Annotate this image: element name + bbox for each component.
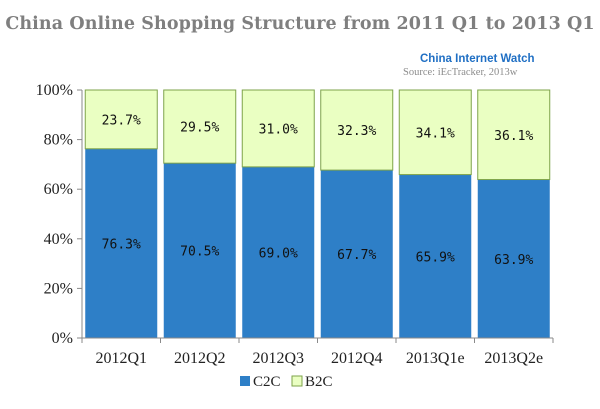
bar-c2c-2013q1e <box>399 174 472 338</box>
legend-swatch-b2c <box>291 375 303 387</box>
data-label-b2c-2013q1e: 34.1% <box>416 126 455 141</box>
bar-b2c-2012q4 <box>320 89 394 171</box>
legend-swatch-c2c <box>240 376 250 386</box>
bar-b2c-2012q1 <box>84 89 158 150</box>
x-tick-label: 2013Q2e <box>484 350 543 367</box>
y-tick-label: 60% <box>44 181 73 198</box>
source-note: Source: iEcTracker, 2013w <box>403 67 518 78</box>
axes-layer: 0% 20% 40% 60% 80% 100% 2012Q1 2012Q2 2012Q3 2012… <box>36 82 554 367</box>
data-label-c2c-2012q3: 69.0% <box>259 246 298 261</box>
x-tick-label: 2013Q1e <box>406 350 465 367</box>
bar-c2c-2012q2 <box>163 163 236 338</box>
data-label-c2c-2013q2e: 63.9% <box>494 253 533 268</box>
legend-label-b2c: B2C <box>305 374 333 390</box>
data-label-c2c-2012q2: 70.5% <box>180 245 219 260</box>
bar-b2c-2012q2 <box>163 89 237 164</box>
bar-c2c-2012q1 <box>85 148 158 338</box>
data-label-b2c-2012q3: 31.0% <box>259 122 298 137</box>
bar-b2c-2012q3 <box>241 89 315 168</box>
bar-b2c-2013q2e <box>477 89 551 181</box>
bar-c2c-2012q4 <box>320 170 393 338</box>
legend: C2C B2C <box>240 374 333 390</box>
data-label-b2c-2012q2: 29.5% <box>180 121 219 136</box>
data-label-b2c-2012q1: 23.7% <box>102 113 141 128</box>
chart-title: China Online Shopping Structure from 201… <box>5 14 595 34</box>
bars-layer: 76.3% 23.7% 70.5% 29.5% 69.0% 31.0% 67.7% 32.3%… <box>84 89 551 338</box>
data-label-c2c-2013q1e: 65.9% <box>416 250 455 265</box>
y-tick-label: 40% <box>44 231 73 248</box>
watermark-brand: China Internet Watch <box>420 53 535 65</box>
y-tick-label: 80% <box>44 132 73 149</box>
x-tick-label: 2012Q2 <box>174 350 226 367</box>
x-tick-label: 2012Q3 <box>252 350 304 367</box>
data-label-c2c-2012q4: 67.7% <box>337 248 376 263</box>
y-tick-label: 20% <box>44 280 73 297</box>
x-tick-label: 2012Q4 <box>331 350 383 367</box>
data-label-b2c-2013q2e: 36.1% <box>494 129 533 144</box>
x-tick-label: 2012Q1 <box>95 350 147 367</box>
bar-c2c-2013q2e <box>477 179 550 338</box>
y-tick-label: 0% <box>52 330 73 347</box>
data-label-c2c-2012q1: 76.3% <box>102 237 141 252</box>
bar-c2c-2012q3 <box>242 166 315 338</box>
bar-b2c-2013q1e <box>398 89 472 176</box>
legend-label-c2c: C2C <box>253 374 281 390</box>
data-label-b2c-2012q4: 32.3% <box>337 124 376 139</box>
y-tick-label: 100% <box>36 82 73 99</box>
